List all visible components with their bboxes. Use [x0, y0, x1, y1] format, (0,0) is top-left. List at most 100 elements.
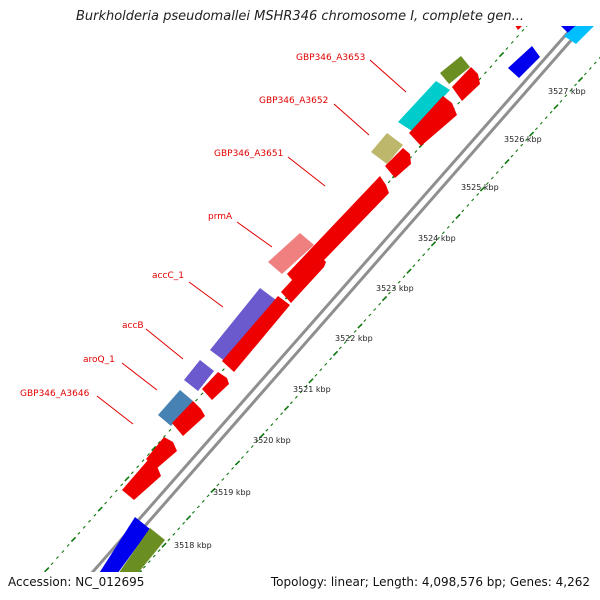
- feature-accc-1[interactable]: [210, 288, 276, 362]
- tick-mark: [584, 72, 587, 76]
- tick-mark: [152, 554, 156, 558]
- tick-mark: [138, 569, 143, 572]
- tick-mark: [283, 405, 290, 411]
- tick-mark: [520, 143, 524, 147]
- tick-marks: [44, 0, 600, 572]
- tick-mark: [191, 510, 195, 514]
- tick-mark: [338, 346, 342, 350]
- tick-mark: [387, 180, 391, 184]
- tick-mark: [515, 149, 519, 153]
- tick-mark: [141, 459, 145, 463]
- cds-arrow-a3651[interactable]: [385, 148, 411, 178]
- tick-mark: [489, 65, 493, 69]
- cds-arrow-aroq[interactable]: [172, 401, 205, 436]
- feature-accb[interactable]: [184, 360, 214, 391]
- tick-mark: [406, 268, 412, 274]
- tick-mark: [598, 56, 600, 59]
- tick-mark: [593, 61, 597, 65]
- tick-mark: [182, 521, 186, 525]
- tick-mark: [221, 368, 225, 372]
- cds-arrow-prma[interactable]: [281, 253, 326, 303]
- feature-gbp346-a3652[interactable]: [398, 81, 450, 131]
- tick-mark: [466, 204, 470, 207]
- cds-arrow-a3646[interactable]: [146, 437, 177, 469]
- topology-summary: Topology: linear; Length: 4,098,576 bp; …: [270, 575, 590, 589]
- tick-mark: [136, 465, 140, 469]
- tick-mark: [381, 295, 388, 302]
- gene-label[interactable]: GBP346_A3653: [296, 53, 365, 63]
- feature-aroq-1[interactable]: [158, 390, 193, 426]
- cds-arrow-a3653[interactable]: [452, 67, 480, 101]
- tick-mark: [494, 59, 498, 63]
- tick-mark: [574, 83, 577, 87]
- ruler-tick-label: 3527 kbp: [548, 87, 586, 96]
- gene-label[interactable]: accB: [122, 321, 144, 331]
- cds-arrow-accc[interactable]: [222, 296, 290, 372]
- cds-arrow-a3652[interactable]: [409, 96, 457, 146]
- tick-mark: [510, 154, 514, 158]
- gene-label[interactable]: prmA: [208, 212, 233, 222]
- tick-mark: [348, 335, 352, 339]
- cds-track: [122, 16, 524, 500]
- tick-mark: [50, 562, 54, 566]
- tick-mark: [495, 171, 499, 174]
- tick-mark: [329, 357, 333, 361]
- ruler-tick-label: 3524 kbp: [418, 234, 456, 243]
- cds-arrow-top-edge[interactable]: [513, 16, 524, 30]
- feature-track-right: [508, 0, 600, 78]
- tick-mark: [553, 104, 559, 110]
- tick-mark: [201, 499, 205, 503]
- tick-mark: [319, 368, 323, 372]
- tick-mark: [120, 483, 124, 487]
- tick-mark: [516, 35, 519, 38]
- tick-mark: [240, 456, 244, 459]
- tick-mark: [451, 220, 455, 224]
- feature-blue-right[interactable]: [508, 46, 540, 78]
- tick-mark: [478, 77, 482, 81]
- gene-label[interactable]: GBP346_A3651: [214, 149, 283, 159]
- tick-mark: [275, 417, 279, 421]
- tick-mark: [484, 71, 487, 75]
- tick-mark: [332, 350, 339, 357]
- feature-sky-top-right[interactable]: [564, 4, 600, 44]
- tick-mark: [388, 291, 391, 295]
- gene-label[interactable]: aroQ_1: [83, 355, 115, 365]
- gene-label[interactable]: accC_1: [152, 271, 184, 281]
- feature-blue-lower[interactable]: [82, 517, 150, 600]
- tick-mark: [185, 515, 192, 521]
- tick-mark: [577, 76, 584, 83]
- feature-prma[interactable]: [268, 233, 314, 274]
- tick-mark: [66, 544, 70, 547]
- cds-arrow-lower[interactable]: [122, 460, 161, 500]
- feature-gbp346-a3651-khaki[interactable]: [371, 133, 403, 164]
- tick-mark: [538, 11, 540, 13]
- tick-mark: [289, 401, 293, 405]
- label-connectors: [96, 59, 407, 425]
- map-title: Burkholderia pseudomallei MSHR346 chromo…: [75, 9, 525, 24]
- tick-mark: [535, 127, 538, 131]
- tick-mark: [324, 362, 328, 366]
- gene-label[interactable]: GBP346_A3652: [259, 96, 328, 106]
- tick-mark: [245, 450, 249, 454]
- tick-mark: [270, 423, 274, 427]
- tick-mark: [504, 158, 510, 165]
- tick-mark: [485, 182, 489, 185]
- tick-mark: [44, 567, 50, 572]
- tick-mark: [299, 390, 303, 394]
- cds-arrow-accb[interactable]: [202, 372, 229, 400]
- tick-mark: [533, 17, 535, 19]
- ruler-tick-label: 3526 kbp: [504, 135, 542, 144]
- tick-mark: [500, 165, 504, 169]
- feature-blue-top-right[interactable]: [555, 0, 600, 33]
- tick-mark: [441, 231, 445, 235]
- tick-mark: [157, 441, 161, 444]
- feature-olive-top[interactable]: [440, 56, 470, 84]
- tick-mark: [549, 0, 551, 1]
- tick-mark: [392, 286, 396, 290]
- ruler-tick-label: 3523 kbp: [376, 284, 414, 293]
- gene-label[interactable]: GBP346_A3646: [20, 389, 90, 399]
- feature-olive-lower[interactable]: [100, 528, 165, 600]
- tick-mark: [234, 460, 241, 466]
- tick-mark: [363, 319, 367, 322]
